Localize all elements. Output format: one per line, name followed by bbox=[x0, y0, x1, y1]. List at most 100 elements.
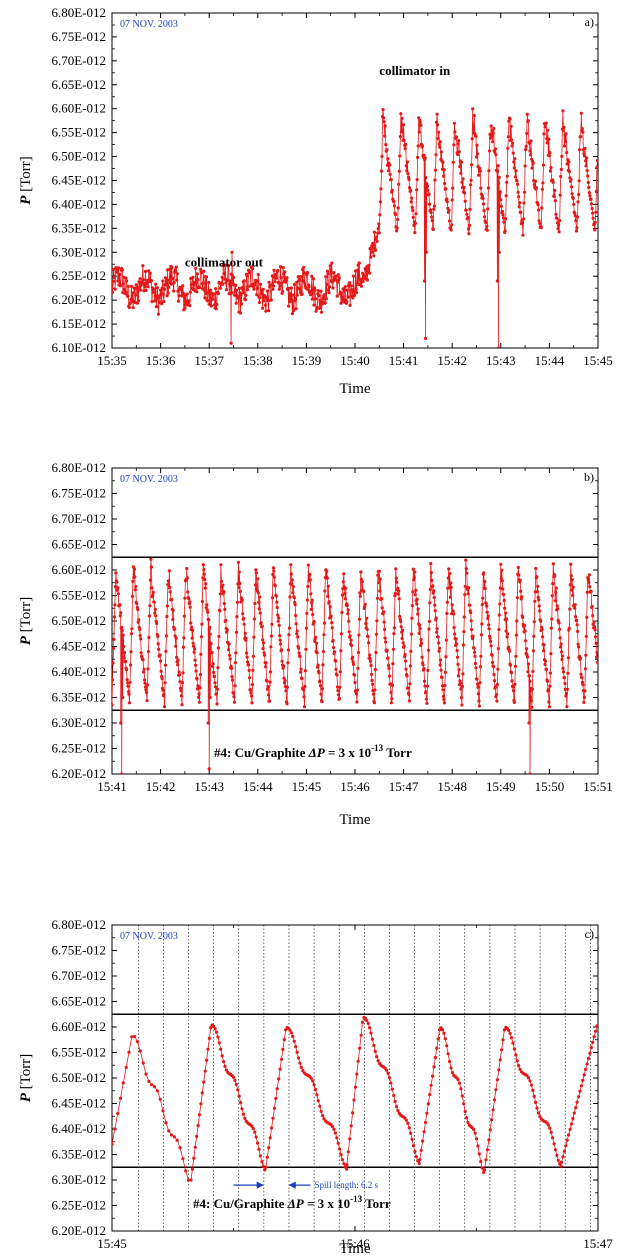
data-point bbox=[310, 601, 314, 605]
data-point bbox=[194, 663, 198, 667]
data-point bbox=[385, 148, 389, 152]
data-point bbox=[397, 182, 401, 186]
data-point bbox=[414, 212, 418, 216]
data-point bbox=[139, 637, 143, 641]
data-point bbox=[330, 261, 334, 265]
data-point bbox=[269, 634, 273, 638]
data-point bbox=[147, 269, 151, 273]
data-point bbox=[150, 1083, 154, 1087]
data-point bbox=[445, 197, 449, 201]
data-point bbox=[288, 595, 292, 599]
data-point bbox=[375, 239, 379, 243]
data-point bbox=[124, 1065, 128, 1070]
data-point bbox=[323, 301, 327, 305]
data-point bbox=[282, 664, 286, 668]
data-point bbox=[376, 573, 380, 577]
data-point bbox=[450, 1070, 454, 1075]
data-point bbox=[128, 680, 132, 684]
data-point bbox=[168, 590, 172, 594]
data-point bbox=[505, 180, 509, 184]
data-point bbox=[595, 165, 598, 169]
data-point bbox=[420, 144, 425, 148]
data-point bbox=[127, 692, 131, 696]
data-point bbox=[469, 183, 473, 187]
data-point bbox=[338, 670, 342, 674]
data-point bbox=[169, 282, 173, 286]
y-tick-label: 6.50E-012 bbox=[51, 613, 106, 628]
data-point bbox=[357, 633, 361, 637]
data-point bbox=[569, 1122, 574, 1126]
data-point bbox=[413, 231, 417, 235]
data-point bbox=[274, 273, 278, 277]
data-point bbox=[464, 208, 468, 212]
data-point bbox=[271, 566, 275, 570]
data-point bbox=[207, 280, 211, 285]
data-point bbox=[585, 590, 589, 595]
data-point bbox=[195, 272, 199, 276]
data-point bbox=[535, 1106, 539, 1110]
data-point bbox=[434, 120, 439, 124]
annotation-collimator-out: collimator out bbox=[185, 255, 264, 270]
data-point bbox=[318, 684, 323, 688]
data-point bbox=[242, 291, 246, 295]
data-point bbox=[179, 689, 183, 693]
data-point bbox=[395, 229, 399, 233]
y-tick-label: 6.80E-012 bbox=[51, 5, 106, 20]
data-point bbox=[359, 277, 363, 281]
data-point bbox=[572, 202, 576, 206]
data-point bbox=[138, 627, 142, 632]
data-point bbox=[147, 635, 151, 640]
data-point bbox=[568, 583, 572, 587]
data-point bbox=[355, 700, 359, 704]
data-point bbox=[118, 614, 122, 618]
data-point bbox=[515, 182, 520, 186]
data-point bbox=[418, 626, 422, 631]
data-point bbox=[397, 169, 401, 173]
data-point bbox=[555, 216, 559, 220]
data-point bbox=[555, 604, 559, 608]
data-point bbox=[589, 202, 594, 206]
data-point bbox=[343, 591, 347, 596]
data-point bbox=[463, 191, 467, 195]
y-tick-label: 6.45E-012 bbox=[51, 173, 106, 188]
data-point bbox=[487, 169, 491, 173]
data-point bbox=[220, 1054, 224, 1058]
data-point bbox=[182, 296, 186, 300]
data-point bbox=[283, 270, 287, 274]
data-point bbox=[513, 175, 518, 179]
data-point bbox=[256, 1141, 260, 1145]
data-point bbox=[403, 147, 407, 151]
data-point bbox=[390, 683, 394, 687]
data-point bbox=[456, 142, 460, 146]
data-point bbox=[551, 178, 555, 182]
data-point bbox=[532, 634, 536, 638]
data-point bbox=[112, 290, 115, 294]
data-point bbox=[282, 681, 287, 685]
data-point bbox=[460, 1094, 464, 1098]
data-point bbox=[537, 604, 541, 608]
y-tick-label: 6.60E-012 bbox=[51, 562, 106, 577]
data-point bbox=[375, 596, 379, 600]
data-point bbox=[431, 584, 435, 588]
data-point bbox=[442, 697, 446, 702]
data-point bbox=[278, 284, 282, 288]
data-point bbox=[391, 647, 395, 651]
panel-label: b) bbox=[584, 470, 594, 484]
data-point bbox=[263, 1168, 267, 1172]
data-point bbox=[218, 286, 223, 290]
data-point bbox=[211, 297, 215, 301]
data-point bbox=[502, 1028, 506, 1032]
data-point bbox=[161, 279, 165, 283]
data-point bbox=[426, 188, 430, 192]
data-point bbox=[498, 190, 502, 194]
data-point bbox=[268, 1136, 272, 1140]
data-point bbox=[569, 562, 573, 566]
data-point bbox=[493, 147, 497, 151]
data-point bbox=[328, 605, 332, 609]
data-point bbox=[353, 1085, 357, 1089]
data-point bbox=[265, 1155, 269, 1159]
data-point bbox=[203, 1069, 207, 1073]
data-point bbox=[429, 211, 433, 215]
data-point bbox=[508, 663, 513, 667]
data-point bbox=[430, 578, 434, 583]
